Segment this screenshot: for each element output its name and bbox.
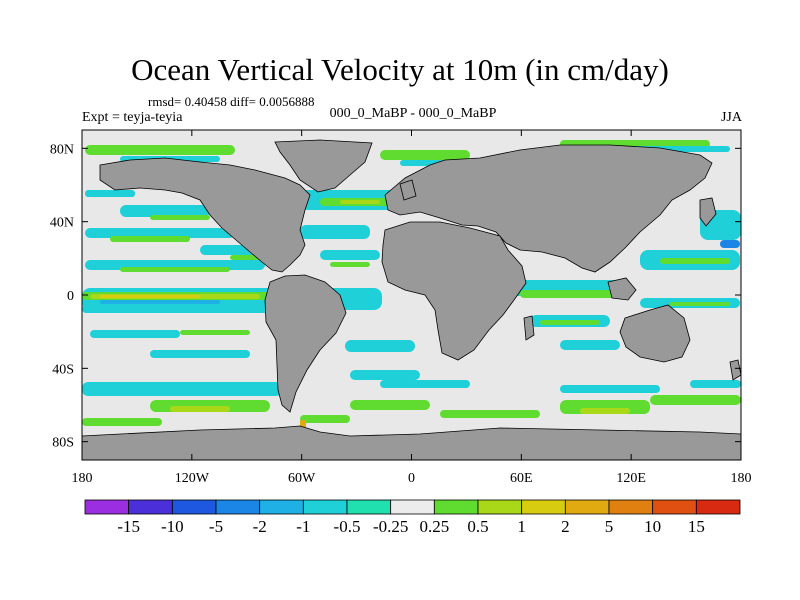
lon-tick-label: 60E [510,471,533,486]
colorbar-swatch [433,499,479,515]
chart-title: Ocean Vertical Velocity at 10m (in cm/da… [131,52,669,87]
comparison-label: 000_0_MaBP - 000_0_MaBP [329,106,497,121]
colorbar-label: -1 [296,517,310,536]
tropical-band-patch [120,267,230,272]
colorbar-swatch [302,499,348,515]
equatorial-band-patch [100,300,220,304]
axis-ticks [81,130,742,460]
lon-tick-label: 180 [731,471,752,486]
north-america-landmass [99,157,311,273]
colorbar-label: 0.5 [467,517,488,536]
north-pacific-band-patch [110,236,190,242]
southern-band-patch [82,418,162,426]
tropical-band-patch [180,330,250,335]
north-pacific-band-patch [85,190,135,197]
season-label: JJA [720,110,742,125]
colorbar-swatch [259,499,304,515]
arctic-band-patch [380,150,470,160]
atlantic-band-patch [330,262,370,267]
south-atlantic-band-patch [345,340,415,352]
colorbar-swatch [652,499,697,515]
colorbar-label: -0.5 [334,517,361,536]
lon-tick-label: 0 [408,471,415,486]
lon-tick-label: 120W [175,471,210,486]
southern-band-patch [650,395,741,405]
colorbar-label: -2 [253,517,267,536]
colorbar-label: 0.25 [419,517,449,536]
experiment-label: Expt = teyja-teyia [82,110,183,125]
stats-text: rmsd= 0.40458 diff= 0.0056888 [148,94,315,109]
south-america-landmass [264,274,347,413]
colorbar-label: -15 [117,517,140,536]
southern-band-patch [440,410,540,418]
lat-tick-label: 0 [67,289,74,304]
southern-band-patch [82,382,282,396]
australia-landmass [619,304,691,363]
lat-tick-label: 40S [52,362,74,377]
north-pacific-band-patch [120,205,210,217]
southern-band-patch [380,380,470,388]
indian-band-patch [560,340,620,350]
colorbar-swatch [695,499,741,515]
colorbar-label: 5 [605,517,614,536]
lat-tick-label: 40N [50,216,74,231]
atlantic-band-patch [340,200,380,204]
lat-tick-label: 80S [52,436,74,451]
lat-tick-label: 80N [50,142,74,157]
borneo-indonesia-landmass [607,277,637,301]
west-pacific-band-patch [660,258,730,264]
southern-band-patch [690,380,741,388]
colorbar-swatch [564,499,610,515]
colorbar-swatch [390,499,435,515]
colorbar-swatch [215,499,261,515]
west-pacific-band-patch [670,302,730,306]
colorbar-label: -10 [161,517,184,536]
southern-band-patch [580,408,630,414]
equatorial-band-patch [100,295,200,298]
tropical-band-patch [90,330,180,338]
new-zealand-landmass [729,359,741,381]
lon-tick-label: 180 [72,471,93,486]
south-atlantic-band-patch [350,370,420,380]
north-pacific-band-patch [85,228,235,238]
colorbar-swatch [477,499,523,515]
british-isles-landmass [399,179,417,201]
indian-band-patch [540,320,600,325]
north-pacific-band-patch [150,215,210,220]
tropical-band-patch [150,350,250,358]
africa-landmass [381,221,527,361]
colorbar-swatch [171,499,217,515]
west-pacific-band-patch [720,240,740,248]
southern-band-patch [350,400,430,410]
lon-tick-label: 120E [616,471,646,486]
colorbar-swatch [521,499,566,515]
greenland-landmass [274,139,373,193]
colorbar-label: 2 [561,517,570,536]
colorbar-label: 15 [688,517,705,536]
lon-tick-label: 60W [288,471,316,486]
atlantic-band-patch [320,250,380,260]
madagascar-landmass [523,315,535,341]
southern-band-patch [300,415,350,423]
colorbar-label: -5 [209,517,223,536]
arctic-band-patch [85,145,235,155]
atlantic-band-patch [300,225,370,239]
eurasia-landmass [384,144,713,273]
colorbar-label: 10 [644,517,661,536]
colorbar-swatch [128,499,173,515]
colorbar-swatch [346,499,392,515]
southern-band-patch [560,385,660,393]
colorbar-swatch [608,499,654,515]
colorbar-swatch [84,499,130,515]
indian-band-patch [520,290,620,298]
colorbar-label: -0.25 [373,517,408,536]
antarctica-landmass [82,425,741,460]
southern-band-patch [170,406,230,412]
colorbar-label: 1 [517,517,526,536]
japan-landmass [699,197,717,227]
